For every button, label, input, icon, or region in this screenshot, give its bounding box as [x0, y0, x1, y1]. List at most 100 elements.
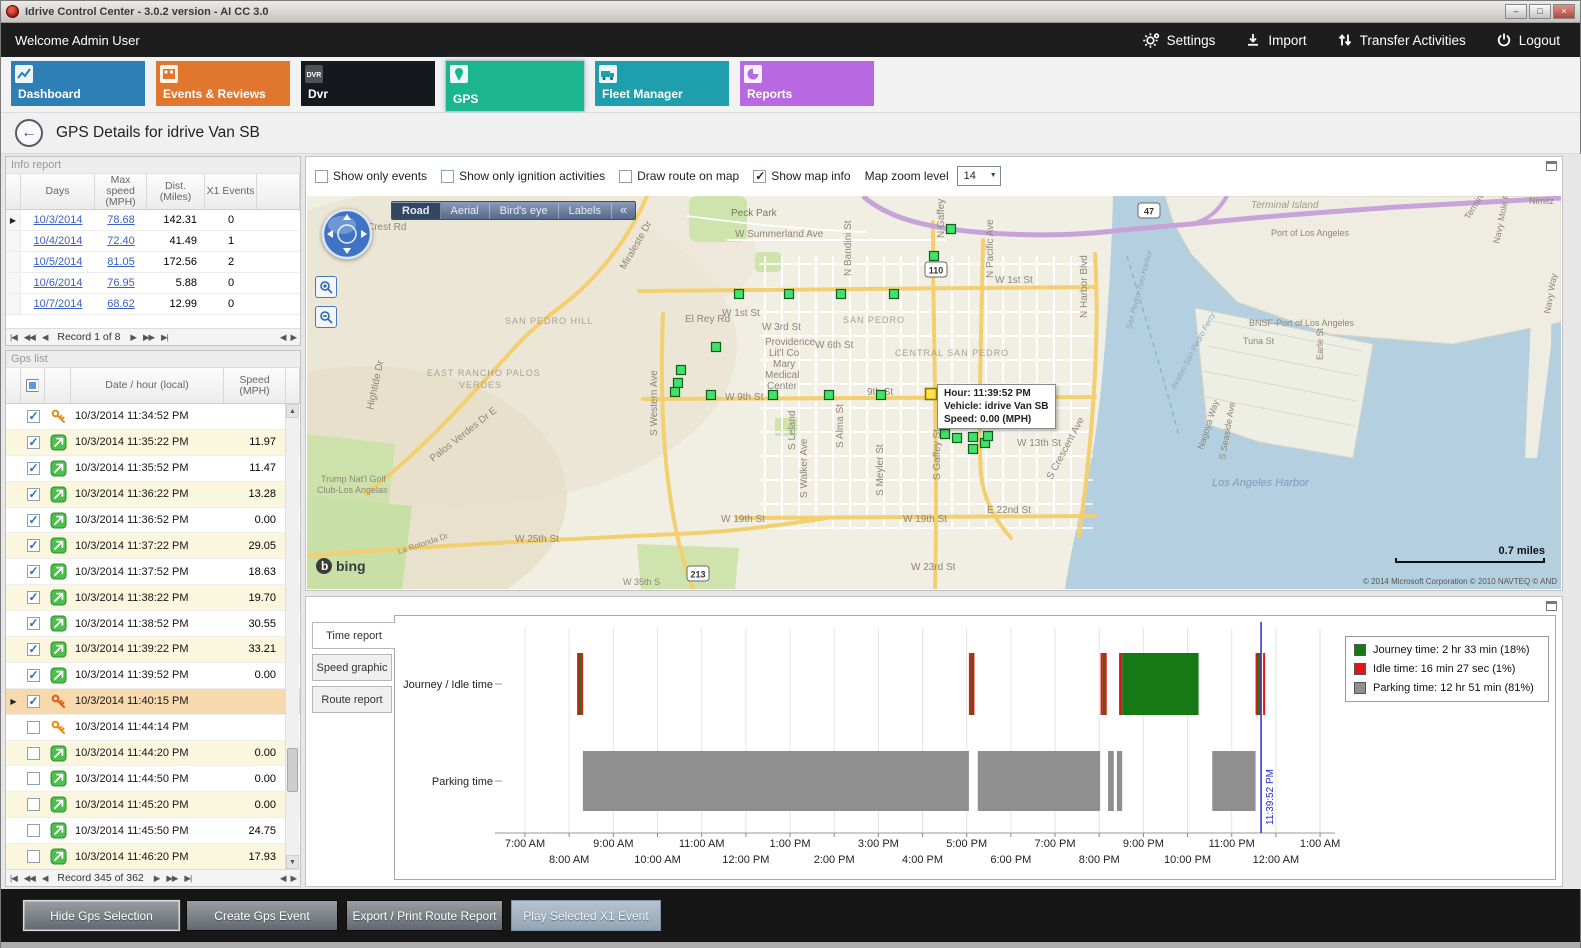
gps-marker[interactable] — [835, 288, 847, 300]
hscroll-right-button[interactable]: ▶ — [290, 331, 296, 342]
export-print-route-report-button[interactable]: Export / Print Route Report — [346, 900, 503, 931]
day-link[interactable]: 10/7/2014 — [33, 298, 83, 310]
gps-marker[interactable] — [875, 389, 887, 401]
nav-tab-reports[interactable]: Reports — [740, 61, 874, 106]
column-header[interactable]: Dist. (Miles) — [147, 174, 205, 209]
fast-prev-button[interactable]: ◀◀ — [23, 331, 36, 342]
gps-marker[interactable] — [767, 389, 779, 401]
close-button[interactable]: × — [1553, 4, 1575, 19]
show-only-ignition-checkbox[interactable]: Show only ignition activities — [441, 169, 605, 183]
checkbox-checked[interactable] — [26, 409, 40, 423]
last-page-button[interactable]: ▶| — [184, 872, 192, 883]
column-header[interactable]: Date / hour (local) — [71, 368, 224, 403]
info-report-row[interactable]: ▶ 10/3/2014 78.68 142.31 0 — [6, 210, 300, 231]
checkbox-checked[interactable] — [26, 668, 40, 682]
map-view-tab-labels[interactable]: Labels — [559, 202, 612, 219]
checkbox-checked[interactable] — [26, 513, 40, 527]
show-map-info-checkbox[interactable]: Show map info — [753, 169, 851, 183]
settings-button[interactable]: Settings — [1142, 32, 1215, 49]
gps-list-row[interactable]: 10/3/2014 11:34:52 PM — [6, 404, 300, 430]
info-report-row[interactable]: 10/5/2014 81.05 172.56 2 — [6, 252, 300, 273]
gps-marker[interactable] — [982, 430, 994, 442]
nav-tab-dvr[interactable]: DVR Dvr — [301, 61, 435, 106]
map-zoom-out-button[interactable] — [315, 306, 337, 328]
gps-list-row[interactable]: 10/3/2014 11:38:22 PM 19.70 — [6, 585, 300, 612]
gps-marker[interactable] — [951, 432, 963, 444]
day-link[interactable]: 10/4/2014 — [33, 235, 83, 247]
gps-list-row[interactable]: 10/3/2014 11:37:52 PM 18.63 — [6, 559, 300, 586]
gps-marker[interactable] — [672, 377, 684, 389]
checkbox-checked[interactable] — [26, 435, 40, 449]
nav-tab-events-reviews[interactable]: Events & Reviews — [156, 61, 290, 106]
gps-list-row[interactable]: 10/3/2014 11:46:20 PM 17.93 — [6, 844, 300, 871]
nav-tab-fleet-manager[interactable]: Fleet Manager — [595, 61, 729, 106]
minimize-button[interactable]: – — [1505, 4, 1527, 19]
select-all-icon[interactable] — [26, 379, 39, 392]
gps-marker[interactable] — [705, 389, 717, 401]
info-report-row[interactable]: 10/4/2014 72.40 41.49 1 — [6, 231, 300, 252]
checkbox-unchecked[interactable] — [26, 824, 40, 838]
gps-list-row[interactable]: ▶ 10/3/2014 11:40:15 PM — [6, 688, 300, 715]
hscroll-right-button[interactable]: ▶ — [290, 872, 296, 883]
prev-page-button[interactable]: ◀ — [41, 872, 48, 883]
next-page-button[interactable]: ▶ — [153, 872, 160, 883]
scroll-up-icon[interactable]: ▲ — [286, 404, 299, 418]
selected-gps-marker[interactable] — [924, 387, 938, 401]
report-tab-route-report[interactable]: Route report — [312, 686, 392, 713]
gps-marker[interactable] — [675, 364, 687, 376]
map-view-tab-bird-s-eye[interactable]: Bird's eye — [490, 202, 559, 219]
logout-button[interactable]: Logout — [1496, 32, 1560, 48]
gps-list-row[interactable]: 10/3/2014 11:45:20 PM 0.00 — [6, 792, 300, 819]
fast-next-button[interactable]: ▶▶ — [166, 872, 178, 883]
gps-list-row[interactable]: 10/3/2014 11:36:22 PM 13.28 — [6, 481, 300, 508]
first-page-button[interactable]: |◀ — [10, 331, 18, 342]
checkbox-checked[interactable] — [26, 487, 40, 501]
nav-tab-gps[interactable]: GPS — [446, 61, 584, 111]
scroll-down-icon[interactable]: ▼ — [286, 855, 299, 869]
gps-marker[interactable] — [823, 389, 835, 401]
checkbox-checked[interactable] — [753, 169, 767, 183]
gps-list-row[interactable]: 10/3/2014 11:38:52 PM 30.55 — [6, 611, 300, 638]
gps-marker[interactable] — [967, 443, 979, 455]
expand-map-panel-icon[interactable] — [1546, 161, 1557, 171]
gps-list-row[interactable]: 10/3/2014 11:37:22 PM 29.05 — [6, 533, 300, 560]
gps-marker[interactable] — [733, 288, 745, 300]
gps-marker[interactable] — [928, 250, 940, 262]
day-link[interactable]: 10/6/2014 — [33, 277, 83, 289]
scroll-thumb[interactable] — [287, 748, 298, 793]
show-only-events-checkbox[interactable]: Show only events — [315, 169, 427, 183]
first-page-button[interactable]: |◀ — [10, 872, 18, 883]
gps-list-row[interactable]: 10/3/2014 11:44:14 PM — [6, 715, 300, 741]
gps-list-scrollbar[interactable]: ▲ ▼ — [285, 404, 299, 869]
gps-list-row[interactable]: 10/3/2014 11:44:20 PM 0.00 — [6, 740, 300, 767]
checkbox-checked[interactable] — [26, 538, 40, 553]
next-page-button[interactable]: ▶ — [130, 331, 136, 342]
column-header[interactable]: Speed (MPH) — [224, 368, 286, 403]
maximize-button[interactable]: □ — [1529, 4, 1551, 19]
hscroll-left-button[interactable]: ◀ — [279, 872, 286, 883]
draw-route-checkbox[interactable]: Draw route on map — [619, 169, 739, 183]
last-page-button[interactable]: ▶| — [161, 331, 169, 342]
gps-list-row[interactable]: 10/3/2014 11:36:52 PM 0.00 — [6, 508, 300, 534]
day-link[interactable]: 10/5/2014 — [33, 256, 83, 268]
max-speed-link[interactable]: 81.05 — [107, 256, 135, 268]
row-indicator-header[interactable] — [6, 174, 21, 209]
column-header[interactable] — [257, 174, 300, 209]
transfer-activities-button[interactable]: Transfer Activities — [1337, 32, 1466, 48]
gps-marker[interactable] — [888, 288, 900, 300]
column-header[interactable]: X1 Events — [205, 174, 257, 209]
checkbox-unchecked[interactable] — [26, 798, 40, 812]
play-selected-x1-event-button[interactable]: Play Selected X1 Event — [511, 900, 661, 931]
max-speed-link[interactable]: 76.95 — [107, 277, 135, 289]
report-tab-time-report[interactable]: Time report — [312, 622, 395, 649]
collapse-map-bar-button[interactable]: « — [620, 202, 628, 217]
expand-report-panel-icon[interactable] — [1546, 601, 1557, 611]
checkbox-checked[interactable] — [26, 616, 40, 631]
hscroll-left-button[interactable]: ◀ — [279, 331, 286, 342]
gps-list-row[interactable]: 10/3/2014 11:44:50 PM 0.00 — [6, 766, 300, 793]
gps-marker[interactable] — [710, 341, 722, 353]
checkbox-checked[interactable] — [26, 590, 40, 605]
map-compass-control[interactable] — [321, 208, 373, 260]
gps-list-row[interactable]: 10/3/2014 11:45:50 PM 24.75 — [6, 818, 300, 845]
report-tab-speed-graphic[interactable]: Speed graphic — [312, 654, 392, 681]
